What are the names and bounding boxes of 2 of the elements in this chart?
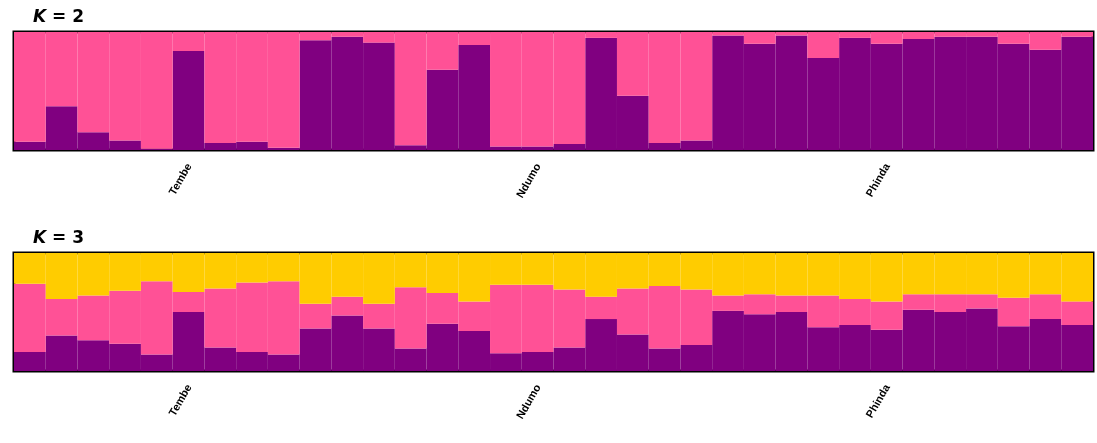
chart-title: K = 2 <box>33 5 85 26</box>
chart-title: K = 3 <box>33 226 85 247</box>
